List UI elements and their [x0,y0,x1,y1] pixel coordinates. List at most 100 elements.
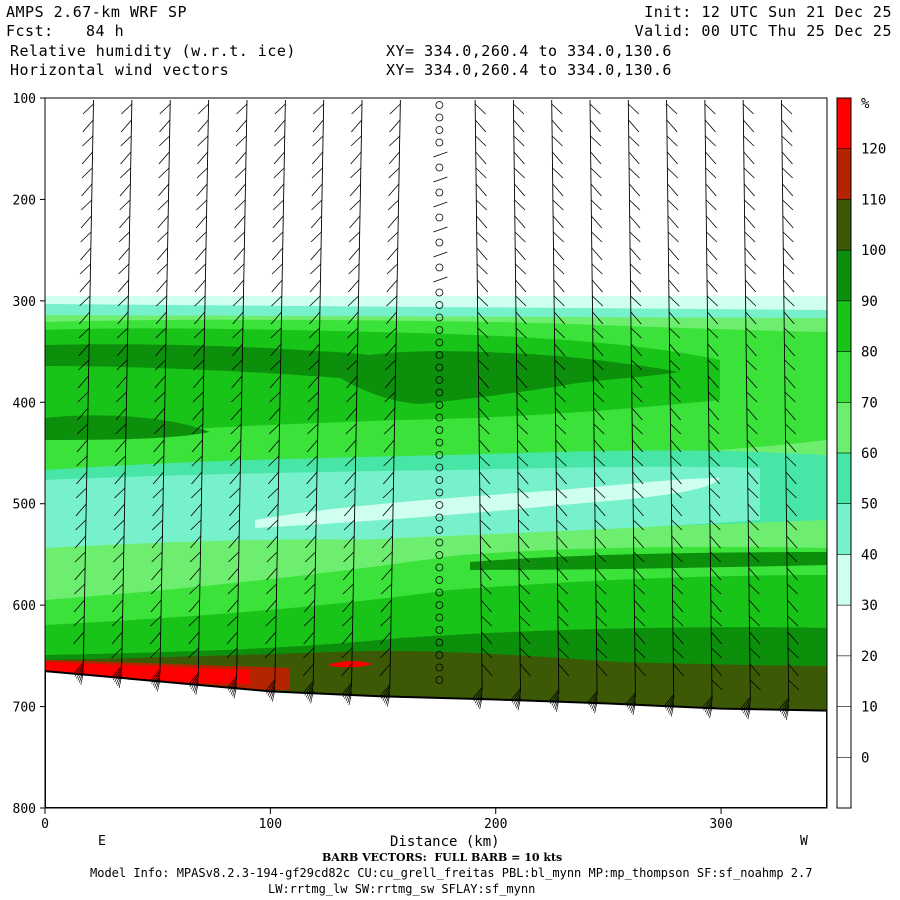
barb-flag [188,599,200,613]
barb-flag [188,631,200,645]
barb-flag [274,135,286,147]
barb-flag [272,231,284,243]
barb-flag [74,583,86,595]
barb-flag [628,135,640,147]
surface-barb [382,688,391,701]
surface-barb [118,675,122,689]
barb-flag [347,295,359,307]
barb-flag [477,359,489,371]
barb-flag [194,311,206,325]
surface-barb [266,681,276,694]
barb-flag [235,167,247,179]
barb-flag [552,215,564,229]
barb-shaft [312,99,325,686]
barb-flag [555,471,567,485]
surface-barb [667,700,675,713]
barb-flag [633,519,645,531]
surface-barb [743,700,751,714]
colorbar-tick-label: 110 [861,192,886,208]
barb-flag [742,103,754,115]
barb-flag [749,615,761,627]
barb-flag [705,135,716,147]
calm-circle [435,188,444,197]
colorbar-tick-label: 30 [861,598,878,614]
barb-flag [309,295,321,307]
barb-flag [383,423,395,435]
barb-flag [479,519,491,531]
barb-flag [115,423,127,435]
barb-flag [197,103,209,115]
barb-flag [347,311,359,325]
barb-flag [153,455,165,467]
barb-flag [192,423,204,435]
barb-flag [672,615,684,627]
calm-circle [435,651,444,659]
barb-flag [477,311,489,325]
barb-shaft [121,99,133,670]
barb-flag [192,407,204,421]
barb-flag [591,263,603,275]
barb-flag [515,263,527,275]
barb-flag [632,471,644,485]
barb-flag [229,471,241,485]
barb-flag [233,263,245,275]
barb-flag [632,455,644,467]
calm-circle [435,413,444,422]
surface-barb [151,671,161,684]
barb-flag [749,663,761,677]
surface-barb [670,704,675,717]
barb-flag [553,231,564,243]
barb-flag [517,487,529,499]
barb-flag [118,231,130,243]
barb-flag [666,151,678,165]
surface-barb [379,684,391,697]
barb-flag [190,519,202,531]
barb-flag [749,679,761,691]
barb-flag [596,631,608,645]
surface-barb [381,686,391,699]
barb-flag [267,503,279,517]
barb-flag [235,151,247,165]
surface-barb [344,686,352,700]
surface-barb [701,695,713,709]
barb-flag [516,391,528,403]
barb-flag [745,279,757,293]
barb-flag [347,327,359,339]
short-barb [433,201,448,208]
barb-flag [557,647,569,659]
barb-flag [118,263,130,275]
barb-flag [310,215,322,229]
barb-flag [556,551,568,563]
barb-flag [781,119,793,133]
barb-flag [784,359,796,371]
surface-barb [111,665,122,679]
x-tick-label: 0 [41,817,49,832]
barb-flag [671,535,683,549]
barb-flag [668,295,680,307]
surface-barb [479,697,483,710]
barb-flag [150,615,162,627]
barb-flag [743,183,755,197]
barb-flag [117,311,129,325]
barb-flag [670,487,682,499]
surface-barb [267,683,276,696]
barb-flag [194,263,206,275]
barb-flag [154,359,166,371]
barb-flag [710,551,721,563]
barb-flag [310,231,322,243]
barb-flag [112,599,124,613]
surface-barb [550,691,560,704]
barb-flag [705,199,717,211]
barb-flag [151,551,163,563]
barb-flag [306,439,318,453]
barb-flag [381,583,392,595]
barb-flag [345,407,357,421]
surface-barb [477,694,483,708]
barb-flag [309,279,321,293]
barb-flag [478,391,490,403]
barb-flag [159,103,171,115]
barb-flag [191,471,203,485]
barb-flag [386,295,398,307]
barb-flag [555,407,567,421]
barb-flag [709,503,721,517]
